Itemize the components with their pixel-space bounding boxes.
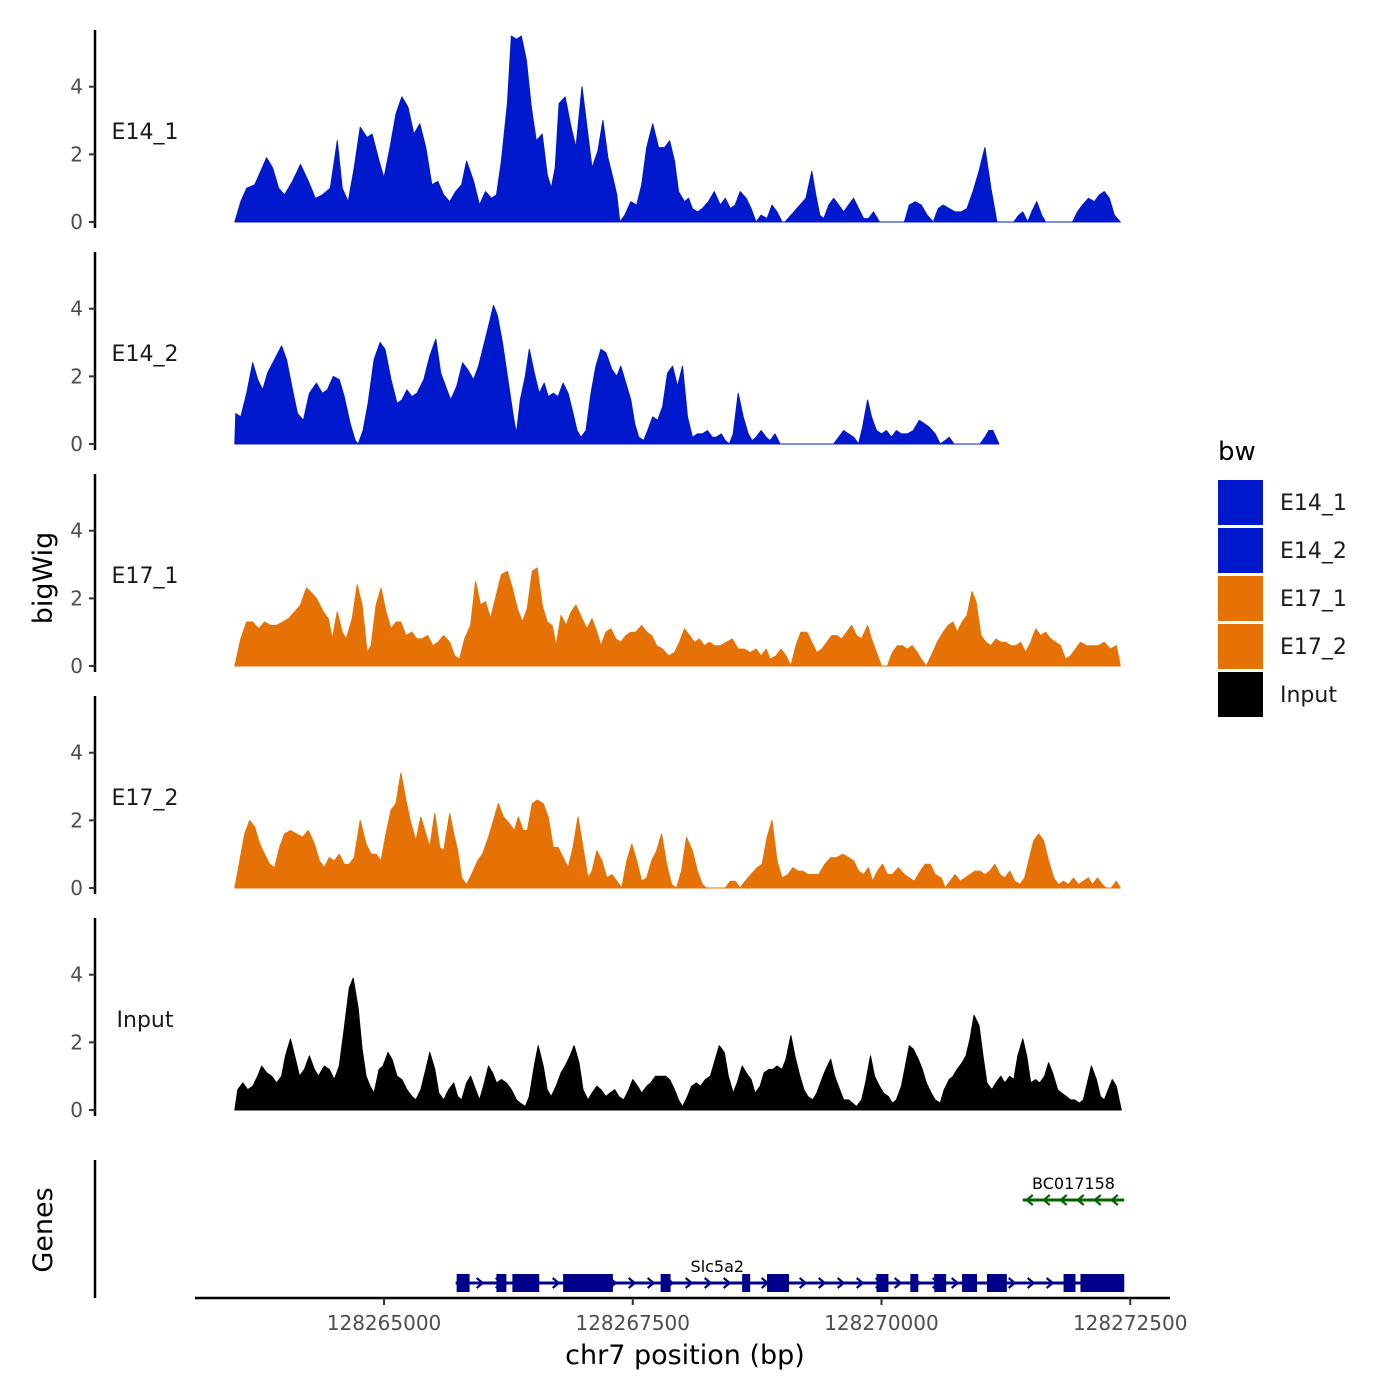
exon <box>742 1274 751 1292</box>
y-tick-label: 2 <box>70 586 83 610</box>
exon <box>876 1274 889 1292</box>
legend-label-E17_2: E17_2 <box>1280 635 1347 660</box>
y-tick-label: 2 <box>70 364 83 388</box>
track-E14_1: 0 2 4 E14_1 <box>70 30 1121 234</box>
track-E14_2: 0 2 4 E14_2 <box>70 252 1000 456</box>
gene-Slc5a2: Slc5a2 <box>455 1257 1125 1292</box>
exon <box>496 1274 507 1292</box>
coverage-area-E17_2 <box>234 772 1121 889</box>
strand-arrow <box>1042 1194 1051 1206</box>
y-tick-label: 2 <box>70 142 83 166</box>
y-axis-title: bigWig <box>28 532 59 625</box>
legend: E14_1 E14_2 E17_1 E17_2 Input <box>1218 480 1347 717</box>
y-tick-label: 0 <box>70 876 83 900</box>
exon <box>563 1274 613 1292</box>
track-label-E17_2: E17_2 <box>112 786 179 811</box>
exon <box>934 1274 947 1292</box>
strand-arrow <box>1007 1277 1017 1289</box>
strand-arrow <box>1059 1194 1068 1206</box>
tracks-layer: 0 2 4 E14_1 0 2 4 E14_2 0 2 4 E17_1 0 2 4 E17_2 0 2 4 Input <box>70 30 1122 1122</box>
y-tick-label: 0 <box>70 210 83 234</box>
y-tick-label: 4 <box>70 519 83 543</box>
track-label-E14_2: E14_2 <box>112 342 179 367</box>
y-tick-label: 0 <box>70 654 83 678</box>
exon <box>1063 1274 1076 1292</box>
legend-label-E14_1: E14_1 <box>1280 491 1347 516</box>
coverage-area-E14_1 <box>234 35 1121 223</box>
exon <box>962 1274 977 1292</box>
x-axis-title: chr7 position (bp) <box>565 1340 805 1371</box>
legend-label-E17_1: E17_1 <box>1280 587 1347 612</box>
exon <box>1080 1274 1125 1292</box>
legend-title: bw <box>1218 437 1256 467</box>
exon <box>910 1274 919 1292</box>
strand-arrow <box>1110 1194 1119 1206</box>
strand-arrow <box>722 1277 732 1289</box>
strand-arrow <box>1093 1194 1102 1206</box>
x-tick-label: 128270000 <box>824 1311 939 1335</box>
exon <box>767 1274 789 1292</box>
y-tick-label: 0 <box>70 432 83 456</box>
track-label-E14_1: E14_1 <box>112 120 179 145</box>
genes-axis-title: Genes <box>28 1187 59 1272</box>
track-label-Input: Input <box>117 1008 174 1033</box>
legend-swatch-Input <box>1218 672 1263 717</box>
y-tick-label: 4 <box>70 741 83 765</box>
y-tick-label: 4 <box>70 963 83 987</box>
legend-swatch-E17_2 <box>1218 624 1263 669</box>
strand-arrow <box>893 1277 903 1289</box>
track-E17_1: 0 2 4 E17_1 <box>70 474 1121 678</box>
coverage-area-E17_1 <box>234 567 1121 667</box>
strand-arrow <box>817 1277 827 1289</box>
strand-arrow <box>836 1277 846 1289</box>
coverage-area-E14_2 <box>234 304 1000 445</box>
strand-arrow <box>703 1277 713 1289</box>
exon <box>512 1274 540 1292</box>
gene-BC017158: BC017158 <box>1022 1174 1125 1206</box>
strand-arrow <box>1076 1194 1085 1206</box>
strand-arrow <box>855 1277 865 1289</box>
strand-arrow <box>1045 1277 1055 1289</box>
genes-layer: BC017158 Slc5a2 <box>93 1160 1125 1298</box>
exon <box>986 1274 1007 1292</box>
strand-arrow <box>1025 1194 1034 1206</box>
x-tick-label: 128272500 <box>1073 1311 1188 1335</box>
gene-label-BC017158: BC017158 <box>1032 1174 1115 1193</box>
coverage-area-Input <box>234 977 1122 1111</box>
legend-swatch-E17_1 <box>1218 576 1263 621</box>
legend-swatch-E14_2 <box>1218 528 1263 573</box>
legend-label-E14_2: E14_2 <box>1280 539 1347 564</box>
y-tick-label: 0 <box>70 1098 83 1122</box>
y-tick-label: 2 <box>70 1030 83 1054</box>
y-tick-label: 2 <box>70 808 83 832</box>
y-tick-label: 4 <box>70 75 83 99</box>
x-tick-label: 128265000 <box>327 1311 442 1335</box>
strand-arrow <box>1026 1277 1036 1289</box>
legend-swatch-E14_1 <box>1218 480 1263 525</box>
strand-arrow <box>950 1277 960 1289</box>
strand-arrow <box>646 1277 656 1289</box>
track-E17_2: 0 2 4 E17_2 <box>70 696 1121 900</box>
exon <box>660 1274 671 1292</box>
x-axis: 128265000 128267500 128270000 128272500 <box>195 1296 1188 1335</box>
strand-arrow <box>627 1277 637 1289</box>
strand-arrow <box>684 1277 694 1289</box>
track-label-E17_1: E17_1 <box>112 564 179 589</box>
exon <box>456 1274 470 1292</box>
legend-label-Input: Input <box>1280 683 1337 708</box>
x-tick-label: 128267500 <box>575 1311 690 1335</box>
strand-arrow <box>475 1277 485 1289</box>
y-tick-label: 4 <box>70 297 83 321</box>
gene-label-Slc5a2: Slc5a2 <box>691 1257 745 1276</box>
strand-arrow <box>798 1277 808 1289</box>
track-Input: 0 2 4 Input <box>70 918 1122 1122</box>
strand-arrow <box>551 1277 561 1289</box>
